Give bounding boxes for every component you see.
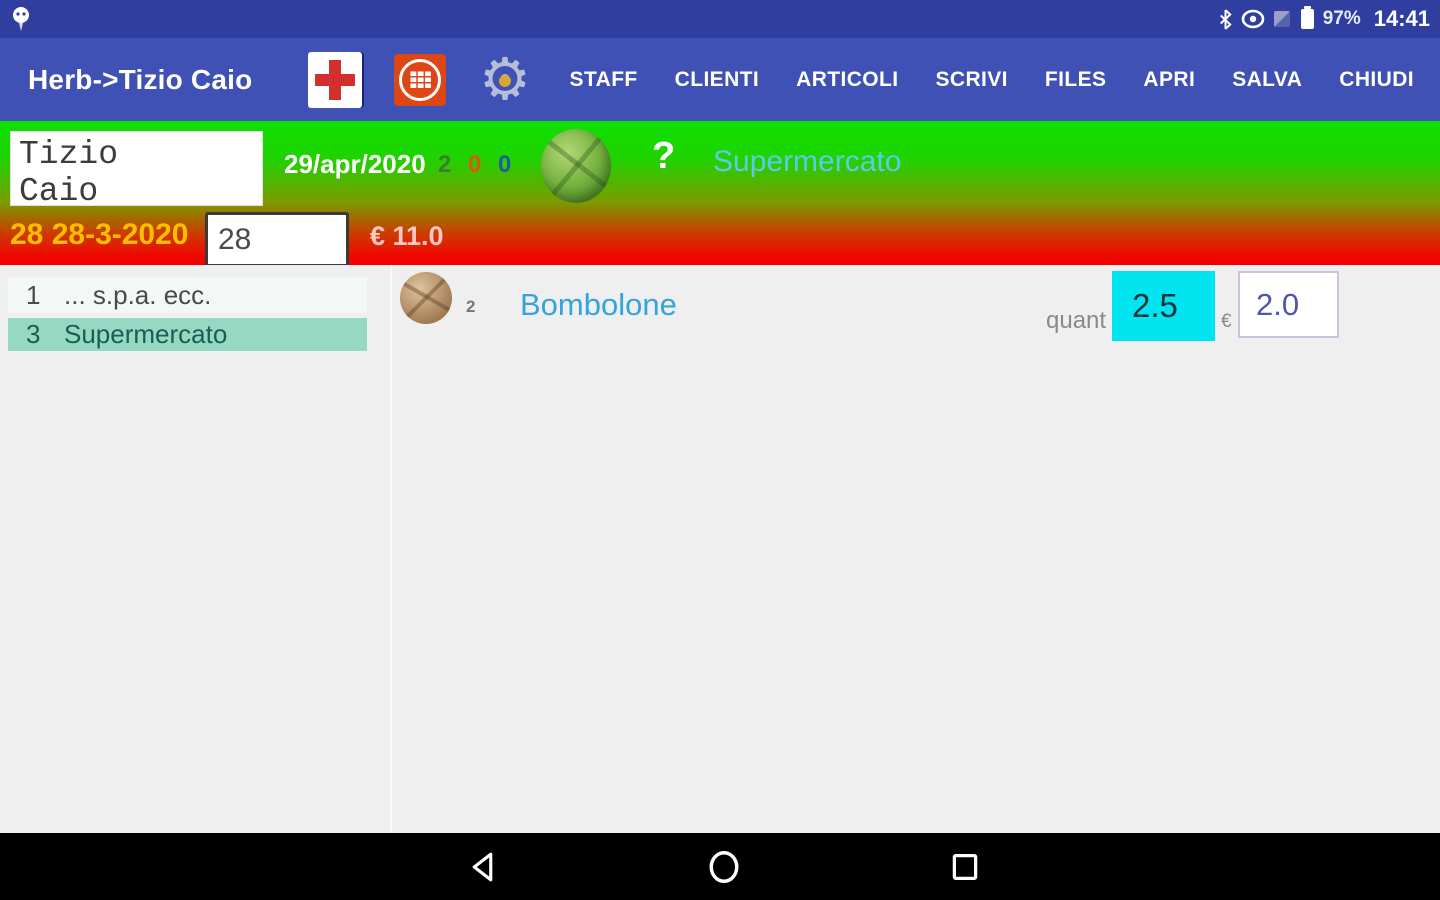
order-header: Tizio Caio 29/apr/2020 2 0 0 ? Supermerc…: [0, 121, 1440, 267]
client-list-item[interactable]: 1 ... s.p.a. ecc.: [8, 277, 367, 313]
counter-red: 0: [468, 151, 482, 178]
menu-bar: STAFF CLIENTI ARTICOLI SCRIVI FILES APRI…: [570, 38, 1414, 121]
menu-chiudi[interactable]: CHIUDI: [1339, 67, 1414, 91]
calculator-button[interactable]: [394, 53, 446, 106]
client-list-panel: 1 ... s.p.a. ecc. 3 Supermercato: [0, 265, 392, 833]
home-icon: [709, 850, 739, 883]
bluetooth-icon: [1219, 8, 1232, 30]
green-ball-button[interactable]: [541, 129, 611, 203]
home-button[interactable]: [706, 848, 742, 886]
settings-button[interactable]: ⚙: [478, 50, 532, 110]
app-notification-icon: [13, 7, 29, 31]
client-name-line2: Caio: [19, 173, 99, 206]
menu-scrivi[interactable]: SCRIVI: [935, 67, 1008, 91]
menu-files[interactable]: FILES: [1044, 67, 1107, 91]
back-button[interactable]: [466, 848, 502, 886]
clock: 14:41: [1373, 6, 1430, 31]
quantity-input[interactable]: [1112, 271, 1215, 341]
content-area: 1 ... s.p.a. ecc. 3 Supermercato 2 Bombo…: [0, 265, 1440, 833]
client-name: ... s.p.a. ecc.: [64, 279, 212, 310]
first-aid-button[interactable]: [308, 51, 362, 108]
quantity-label: quant: [1046, 307, 1107, 334]
battery-icon: [1300, 6, 1314, 29]
recents-button[interactable]: [948, 849, 982, 885]
calculator-icon: [399, 58, 441, 101]
gear-icon: [499, 74, 511, 87]
order-number-input[interactable]: [205, 212, 349, 267]
menu-staff[interactable]: STAFF: [569, 67, 638, 91]
article-index: 2: [466, 297, 476, 316]
menu-clienti[interactable]: CLIENTI: [674, 67, 760, 91]
menu-articoli[interactable]: ARTICOLI: [796, 67, 899, 91]
app-title: Herb->Tizio Caio: [28, 63, 253, 95]
order-total: € 11.0: [370, 221, 444, 251]
help-button[interactable]: ?: [652, 135, 676, 177]
data-saver-icon: [1241, 9, 1264, 29]
menu-salva[interactable]: SALVA: [1232, 67, 1303, 91]
client-name-field[interactable]: Tizio Caio: [10, 131, 263, 206]
client-category: Supermercato: [713, 145, 902, 178]
android-nav-bar: [0, 833, 1440, 900]
toolbar: Herb->Tizio Caio ⚙ STAFF CLIENTI ARTICOL…: [0, 38, 1440, 121]
client-list-item-selected[interactable]: 3 Supermercato: [8, 318, 367, 351]
order-number-date-label: 28 28-3-2020: [10, 218, 189, 251]
order-date: 29/apr/2020: [284, 149, 426, 179]
client-name-line1: Tizio: [19, 136, 119, 173]
counter-green: 2: [438, 151, 452, 178]
back-icon: [472, 852, 493, 881]
article-name[interactable]: Bombolone: [520, 287, 677, 322]
status-bar: 97% 14:41: [0, 0, 1440, 38]
client-number: 1: [26, 279, 41, 310]
article-coin-icon: [400, 272, 452, 324]
currency-label: €: [1221, 311, 1232, 332]
no-signal-icon: [1273, 11, 1290, 27]
price-input[interactable]: [1238, 271, 1339, 338]
battery-percent: 97%: [1322, 8, 1361, 29]
menu-apri[interactable]: APRI: [1143, 67, 1196, 91]
counter-blue: 0: [498, 151, 512, 178]
recents-icon: [952, 853, 978, 880]
client-name: Supermercato: [64, 319, 228, 349]
client-number: 3: [26, 319, 41, 349]
